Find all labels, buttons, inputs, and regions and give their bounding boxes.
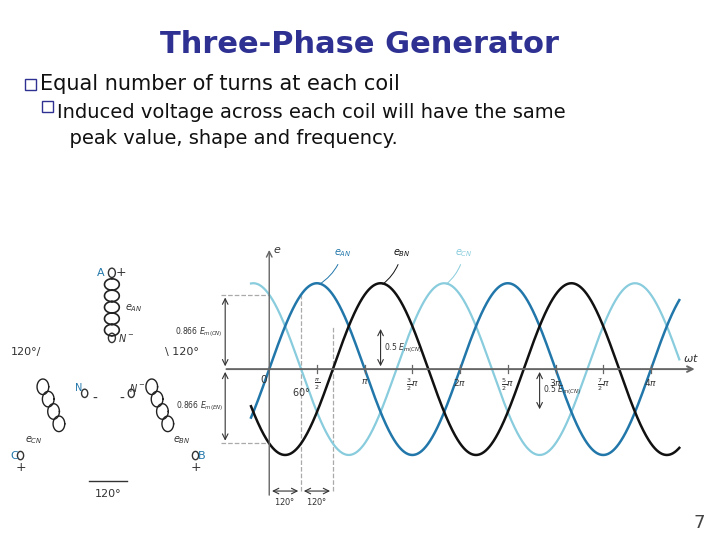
- Text: $\frac{\pi}{2}$: $\frac{\pi}{2}$: [314, 377, 320, 392]
- Text: $\pi$: $\pi$: [361, 377, 369, 386]
- Text: $\omega t$: $\omega t$: [683, 352, 699, 364]
- Text: +: +: [190, 461, 201, 474]
- Text: -: -: [92, 392, 96, 406]
- Text: $0.866\ E_{m(CN)}$: $0.866\ E_{m(CN)}$: [175, 325, 222, 339]
- Text: $4\pi$: $4\pi$: [644, 377, 657, 388]
- Text: $120°$: $120°$: [274, 496, 296, 507]
- Text: +: +: [15, 461, 26, 474]
- Text: $\frac{3}{2}\pi$: $\frac{3}{2}\pi$: [406, 377, 419, 394]
- Text: $2\pi$: $2\pi$: [454, 377, 467, 388]
- Text: \ 120°: \ 120°: [165, 347, 199, 357]
- Text: $N^-$: $N^-$: [118, 332, 134, 344]
- Text: $e_{BN}$: $e_{BN}$: [383, 247, 410, 284]
- Text: $3\pi$: $3\pi$: [549, 377, 562, 388]
- Text: +: +: [115, 266, 126, 279]
- Bar: [25, 78, 36, 90]
- Text: $e_{CN}$: $e_{CN}$: [446, 247, 472, 284]
- Text: $0.5\ E_{m(CN)}$: $0.5\ E_{m(CN)}$: [384, 341, 422, 355]
- Text: $e_{AN}$: $e_{AN}$: [320, 247, 351, 285]
- Text: 120°/: 120°/: [12, 347, 42, 357]
- Text: $e$: $e$: [273, 246, 282, 255]
- Text: $60°$: $60°$: [292, 386, 310, 399]
- Text: $120°$: $120°$: [306, 496, 328, 507]
- Text: $\frac{5}{2}\pi$: $\frac{5}{2}\pi$: [501, 377, 514, 394]
- Text: Three-Phase Generator: Three-Phase Generator: [161, 30, 559, 59]
- Text: Induced voltage across each coil will have the same
  peak value, shape and freq: Induced voltage across each coil will ha…: [57, 103, 566, 148]
- Text: A: A: [97, 268, 105, 278]
- Text: C: C: [11, 450, 19, 461]
- Text: $0.5\ E_{m(CN)}$: $0.5\ E_{m(CN)}$: [543, 384, 581, 397]
- Text: $\frac{7}{2}\pi$: $\frac{7}{2}\pi$: [597, 377, 610, 394]
- Text: 120°: 120°: [95, 489, 121, 500]
- Text: N: N: [75, 383, 83, 393]
- Text: -: -: [120, 392, 124, 406]
- Text: B: B: [197, 450, 205, 461]
- Text: Equal number of turns at each coil: Equal number of turns at each coil: [40, 74, 400, 94]
- Text: $e_{CN}$: $e_{CN}$: [25, 434, 43, 446]
- Text: $N^-$: $N^-$: [129, 382, 145, 394]
- Text: 7: 7: [693, 514, 705, 532]
- Text: 0: 0: [261, 375, 267, 385]
- Text: $e_{AN}$: $e_{AN}$: [125, 302, 142, 314]
- Text: $e_{BN}$: $e_{BN}$: [173, 434, 191, 446]
- Text: $0.866\ E_{m(EN)}$: $0.866\ E_{m(EN)}$: [176, 400, 222, 413]
- Bar: [42, 100, 53, 111]
